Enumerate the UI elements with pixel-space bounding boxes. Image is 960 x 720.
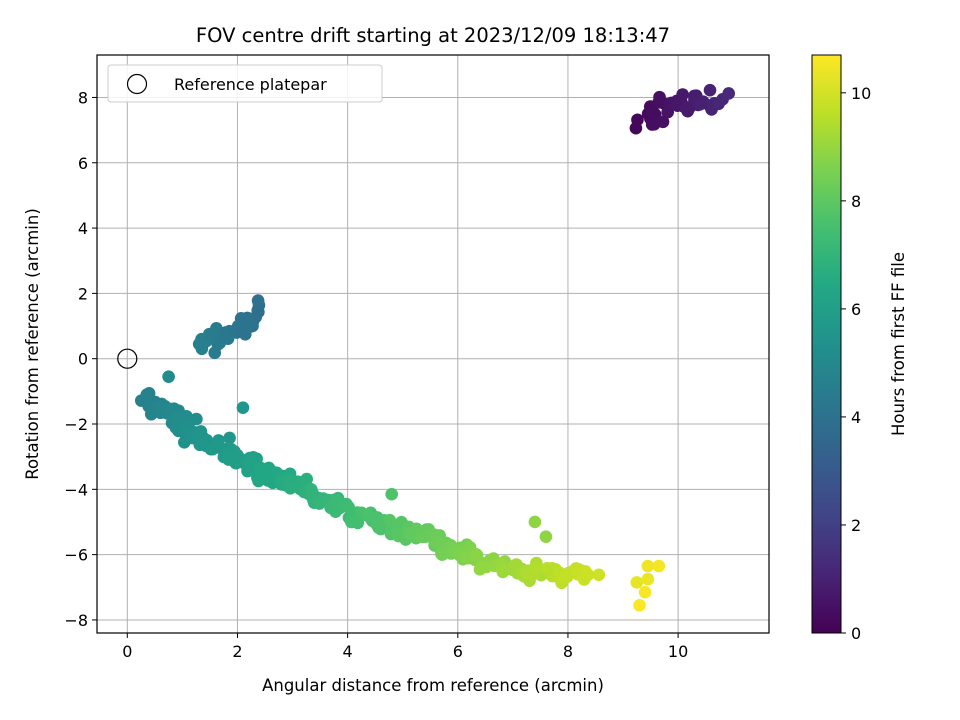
data-point [351,516,365,530]
data-point [646,106,659,119]
data-points [134,83,736,612]
data-point [211,338,225,351]
data-point [414,530,427,543]
data-point [169,411,183,425]
x-tick-label: 2 [232,642,242,661]
data-point [162,370,175,383]
data-point [647,117,661,131]
legend-box [107,64,383,103]
x-tick-label: 10 [668,642,688,661]
data-point [206,442,219,456]
data-point [361,508,375,521]
y-tick-label: −8 [64,611,88,630]
data-point [539,530,553,543]
data-point [140,390,153,403]
y-tick-label: −6 [64,546,88,565]
data-point [579,565,592,578]
y-tick-label: 0 [78,350,88,369]
y-tick-label: −2 [64,415,88,434]
colorbar-tick-label: 2 [851,516,861,535]
reference-marker-layer [117,348,138,369]
data-point [528,515,542,529]
data-point [195,336,208,350]
x-axis-label: Angular distance from reference (arcmin) [262,676,604,695]
y-tick-label: −4 [64,480,88,499]
data-point [154,406,167,420]
data-point [652,559,666,573]
colorbar-tick-label: 8 [851,192,861,211]
data-point [629,121,643,135]
colorbar-gradient [811,54,842,634]
data-point [236,401,250,414]
data-point [633,598,646,612]
data-point [240,317,253,330]
y-tick-label: 2 [78,284,88,303]
data-point [385,487,398,501]
data-point [284,481,297,495]
data-point [693,97,707,111]
data-point [304,483,318,496]
data-point [661,105,674,119]
colorbar-label: Hours from first FF file [889,252,908,436]
data-point [252,305,265,319]
data-point [383,513,397,527]
colorbar-tick-label: 4 [851,408,861,427]
data-point [261,474,275,487]
y-tick-label: 8 [78,88,88,107]
legend: Reference platepar [107,64,383,103]
data-point [470,548,484,562]
chart-title: FOV centre drift starting at 2023/12/09 … [196,24,670,47]
data-point [638,585,652,599]
x-tick-label: 8 [563,642,573,661]
y-axis-ticks: −8 −6 −4 −2 0 2 4 6 8 [64,88,97,630]
data-point [652,96,665,109]
data-point [254,461,267,475]
y-tick-label: 4 [78,219,88,238]
data-point [372,521,386,535]
y-axis-label: Rotation from reference (arcmin) [23,208,42,480]
data-point [641,572,655,586]
data-point [529,562,542,575]
legend-marker-icon [126,73,148,95]
data-point [251,294,265,307]
colorbar-tick-label: 10 [851,84,871,103]
colorbar: 0 2 4 6 8 10 Hours from first FF file [811,54,908,643]
x-tick-label: 0 [122,642,132,661]
data-point [630,576,644,589]
legend-entry-label: Reference platepar [174,75,327,94]
colorbar-tick-label: 6 [851,300,861,319]
data-point [221,332,235,345]
colorbar-tick-label: 0 [851,624,861,643]
reference-point-marker [117,348,138,369]
data-point [641,559,655,573]
x-axis-ticks: 0 2 4 6 8 10 [122,633,688,661]
y-tick-label: 6 [78,154,88,173]
data-point [722,87,736,100]
data-point [592,568,606,582]
data-point [679,101,693,114]
data-point [496,564,509,577]
grid-lines [97,55,769,633]
plot-frame [96,54,770,634]
data-point [703,83,717,97]
data-point [223,431,236,445]
x-tick-label: 4 [343,642,353,661]
x-tick-label: 6 [453,642,463,661]
colorbar-ticks: 0 2 4 6 8 10 [841,84,871,643]
